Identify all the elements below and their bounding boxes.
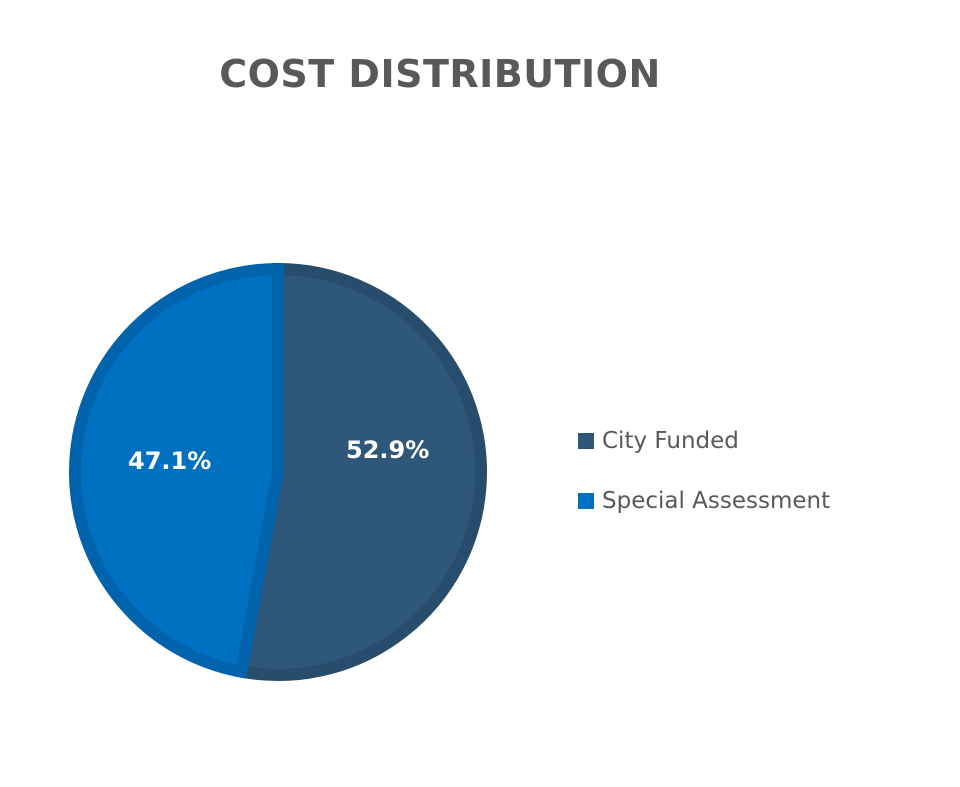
legend-item-special-assessment[interactable]: Special Assessment xyxy=(578,486,830,516)
pie-slice-city-funded[interactable] xyxy=(234,262,487,681)
legend-swatch-city-funded xyxy=(578,433,594,449)
legend-item-city-funded[interactable]: City Funded xyxy=(578,426,830,456)
slice-label-city-funded: 52.9% xyxy=(346,436,430,464)
legend: City Funded Special Assessment xyxy=(578,426,830,546)
slice-label-special-assessment: 47.1% xyxy=(128,447,212,475)
chart-title: COST DISTRIBUTION xyxy=(219,52,661,96)
legend-label: Special Assessment xyxy=(602,488,831,514)
legend-swatch-special-assessment xyxy=(578,493,594,509)
legend-label: City Funded xyxy=(602,428,739,454)
pie-slice-special-assessment[interactable] xyxy=(69,262,284,679)
